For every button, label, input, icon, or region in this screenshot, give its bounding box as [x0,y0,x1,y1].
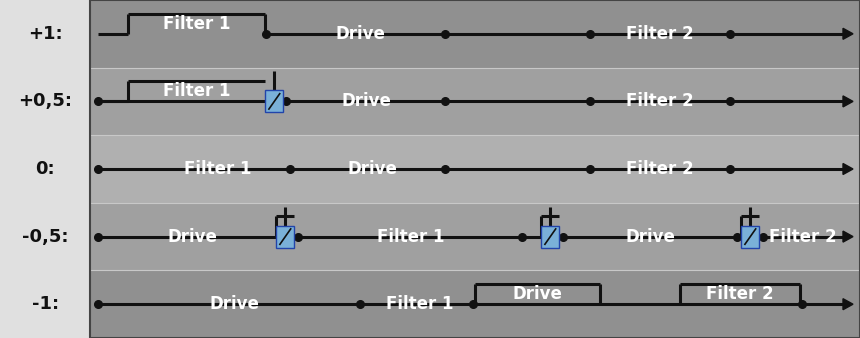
Bar [90,68,860,135]
Text: Filter 2: Filter 2 [626,92,694,111]
Text: -1:: -1: [32,295,58,313]
Bar [90,0,860,338]
Bar [741,225,759,248]
Bar [541,225,559,248]
Text: Filter 1: Filter 1 [184,160,251,178]
Text: Drive: Drive [513,285,562,303]
Text: Filter 1: Filter 1 [163,15,230,33]
Text: Filter 2: Filter 2 [626,160,694,178]
Polygon shape [843,96,853,107]
Polygon shape [843,299,853,310]
Polygon shape [843,28,853,39]
Bar [265,90,283,113]
Bar [90,203,860,270]
Text: +1:: +1: [28,25,63,43]
Text: Drive: Drive [347,160,397,178]
Text: Filter 1: Filter 1 [163,82,230,100]
Bar [0,0,90,338]
Text: Filter 1: Filter 1 [377,227,444,246]
Bar [90,135,860,203]
Text: +0,5:: +0,5: [18,92,72,111]
Text: Filter 2: Filter 2 [626,25,694,43]
Polygon shape [843,231,853,242]
Text: Drive: Drive [168,227,218,246]
Text: Filter 2: Filter 2 [706,285,774,303]
Text: -0,5:: -0,5: [22,227,69,246]
Bar [90,270,860,338]
Text: Drive: Drive [625,227,675,246]
Polygon shape [843,164,853,174]
Text: Filter 1: Filter 1 [385,295,453,313]
Text: Drive: Drive [341,92,391,111]
Text: Drive: Drive [209,295,259,313]
Bar [90,0,860,68]
Bar [276,225,294,248]
Text: 0:: 0: [35,160,55,178]
Text: Drive: Drive [335,25,385,43]
Text: Filter 2: Filter 2 [770,227,837,246]
